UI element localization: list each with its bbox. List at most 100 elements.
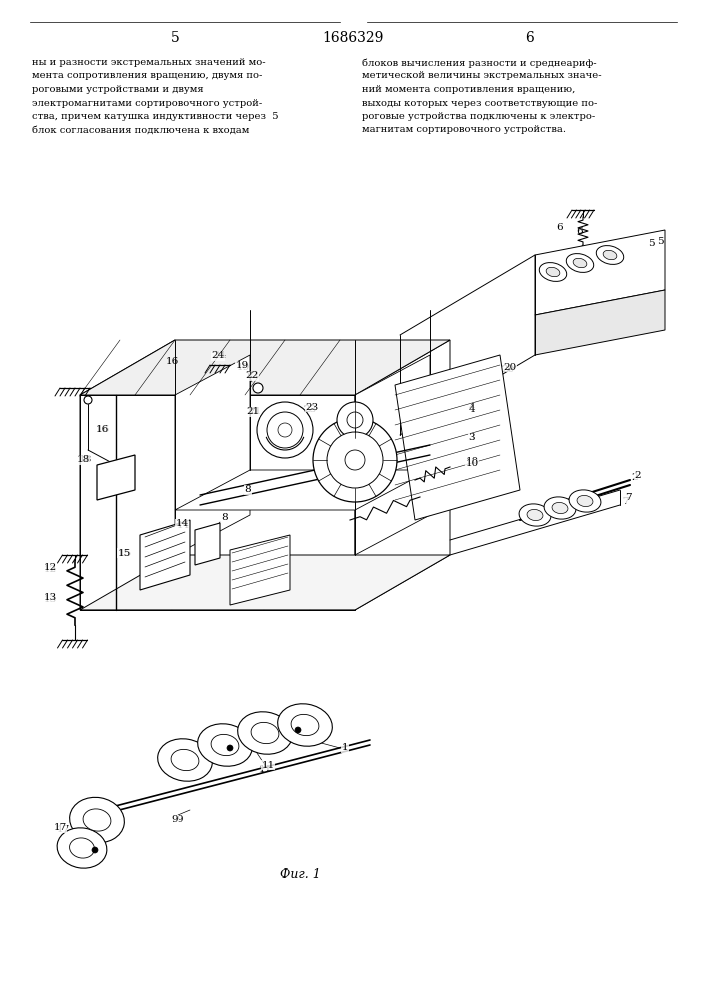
Text: 15: 15 (118, 548, 132, 558)
Ellipse shape (552, 502, 568, 514)
Polygon shape (355, 355, 430, 555)
Polygon shape (140, 520, 190, 590)
Text: 20: 20 (503, 362, 517, 371)
Circle shape (347, 412, 363, 428)
Text: 7: 7 (625, 493, 631, 502)
Text: блоков вычисления разности и среднеариф-: блоков вычисления разности и среднеариф- (362, 58, 597, 68)
Text: 1686329: 1686329 (322, 31, 384, 45)
Circle shape (84, 396, 92, 404)
Text: 2: 2 (631, 474, 638, 483)
Ellipse shape (546, 267, 560, 277)
Ellipse shape (211, 734, 239, 756)
Text: 23: 23 (305, 402, 319, 412)
Circle shape (337, 402, 373, 438)
Text: 16: 16 (165, 358, 179, 366)
Polygon shape (395, 355, 520, 520)
Text: 17: 17 (57, 826, 69, 834)
Text: мента сопротивления вращению, двумя по-: мента сопротивления вращению, двумя по- (32, 72, 262, 81)
Text: 9: 9 (177, 816, 183, 824)
Ellipse shape (251, 722, 279, 744)
Ellipse shape (566, 254, 594, 272)
Text: 3: 3 (469, 434, 475, 442)
Text: 3: 3 (469, 434, 475, 442)
Text: ства, причем катушка индуктивности через  5: ства, причем катушка индуктивности через… (32, 112, 279, 121)
Text: 16: 16 (95, 426, 109, 434)
Text: 5: 5 (648, 238, 654, 247)
Text: ны и разности экстремальных значений мо-: ны и разности экстремальных значений мо- (32, 58, 266, 67)
Text: 1: 1 (341, 744, 349, 752)
Text: 21: 21 (248, 408, 262, 416)
Text: 4: 4 (469, 406, 475, 414)
Text: 9: 9 (172, 816, 178, 824)
Text: 16: 16 (96, 426, 110, 434)
Text: 10: 10 (465, 458, 479, 466)
Ellipse shape (577, 495, 593, 507)
Text: 13: 13 (43, 592, 57, 601)
Text: 5: 5 (170, 31, 180, 45)
Text: 7: 7 (621, 497, 629, 506)
Text: 12: 12 (43, 566, 57, 574)
Polygon shape (535, 230, 665, 315)
Text: 18: 18 (78, 456, 92, 464)
Circle shape (278, 423, 292, 437)
Polygon shape (97, 455, 135, 500)
Text: 23: 23 (303, 406, 317, 414)
Ellipse shape (291, 714, 319, 736)
Text: 5: 5 (657, 237, 663, 246)
Polygon shape (175, 355, 250, 555)
Text: 24: 24 (214, 352, 227, 360)
Ellipse shape (569, 490, 601, 512)
Ellipse shape (527, 509, 543, 521)
Polygon shape (175, 470, 430, 510)
Ellipse shape (171, 749, 199, 771)
Circle shape (313, 418, 397, 502)
Text: блок согласования подключена к входам: блок согласования подключена к входам (32, 125, 250, 134)
Text: 21: 21 (246, 408, 259, 416)
Circle shape (267, 412, 303, 448)
Polygon shape (80, 340, 450, 395)
Text: 24: 24 (211, 352, 225, 360)
Text: 6: 6 (556, 224, 563, 232)
Text: 4: 4 (469, 403, 475, 412)
Text: 11: 11 (258, 766, 271, 774)
Circle shape (327, 432, 383, 488)
Polygon shape (80, 555, 450, 610)
Text: 8: 8 (245, 486, 251, 494)
Polygon shape (535, 290, 665, 355)
Text: магнитам сортировочного устройства.: магнитам сортировочного устройства. (362, 125, 566, 134)
Polygon shape (230, 535, 290, 605)
Polygon shape (80, 340, 175, 610)
Ellipse shape (539, 263, 567, 281)
Text: 19: 19 (236, 363, 250, 372)
Circle shape (257, 402, 313, 458)
Text: 15: 15 (117, 548, 131, 558)
Ellipse shape (519, 504, 551, 526)
Ellipse shape (198, 724, 252, 766)
Text: 2: 2 (635, 472, 641, 481)
Ellipse shape (278, 704, 332, 746)
Text: 8: 8 (222, 514, 228, 522)
Text: 14: 14 (175, 520, 189, 528)
Text: 22: 22 (245, 371, 259, 380)
Circle shape (92, 847, 98, 853)
Text: метической величины экстремальных значе-: метической величины экстремальных значе- (362, 72, 602, 81)
Text: роговые устройства подключены к электро-: роговые устройства подключены к электро- (362, 112, 595, 121)
Text: 19: 19 (235, 361, 249, 370)
Text: 17: 17 (53, 824, 66, 832)
Text: электромагнитами сортировочного устрой-: электромагнитами сортировочного устрой- (32, 99, 262, 107)
Polygon shape (355, 340, 450, 610)
Ellipse shape (83, 809, 111, 831)
Text: 11: 11 (262, 760, 274, 770)
Text: 10: 10 (465, 460, 479, 468)
Text: 12: 12 (43, 564, 57, 572)
Ellipse shape (573, 258, 587, 268)
Text: 18: 18 (76, 456, 90, 464)
Polygon shape (80, 395, 355, 610)
Text: 1: 1 (341, 744, 349, 752)
Circle shape (295, 727, 301, 733)
Text: 8: 8 (245, 486, 251, 494)
Ellipse shape (544, 497, 576, 519)
Text: 6: 6 (525, 31, 534, 45)
Circle shape (227, 745, 233, 751)
Ellipse shape (596, 246, 624, 264)
